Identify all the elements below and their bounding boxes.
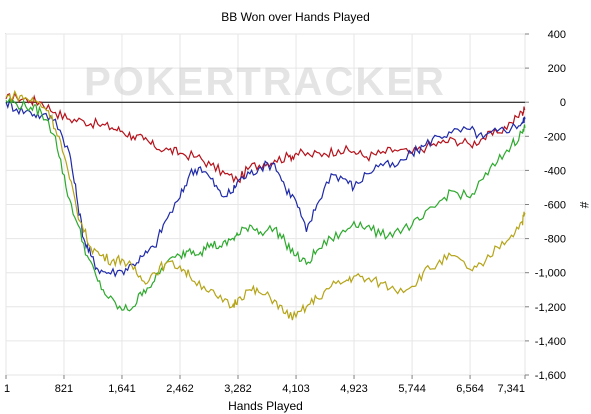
x-tick-label-1: 821 [55,383,73,395]
x-tick-label-2: 1,641 [108,383,136,395]
chart-title: BB Won over Hands Played [221,10,370,24]
x-tick-label-7: 5,744 [398,383,426,395]
x-tick-label-9: 7,341 [497,383,525,395]
y-tick-label-10: -1,600 [535,370,566,382]
x-axis-label: Hands Played [228,399,303,413]
x-tick-label-3: 2,462 [166,383,194,395]
y-tick-label-3: -200 [544,131,566,143]
y-tick-label-8: -1,200 [535,302,566,314]
x-tick-label-0: 1 [4,383,10,395]
series-line-2 [5,97,526,312]
x-axis-ticks: 1 821 1,641 2,462 3,282 4,103 4,923 5,744 6,564 7… [4,375,526,395]
x-tick-label-8: 6,564 [456,383,484,395]
series-line-1 [5,99,526,278]
y-tick-label-7: -1,000 [535,268,566,280]
series-line-0 [5,91,526,184]
y-tick-label-2: 0 [560,97,566,109]
series-group [5,89,526,321]
watermark-logo: POKERTRACKER [84,60,446,104]
x-tick-label-5: 4,103 [282,383,310,395]
y-axis-label: # [577,202,591,209]
x-tick-label-4: 3,282 [224,383,252,395]
series-line-3 [5,89,526,321]
y-tick-label-4: -400 [544,165,566,177]
y-tick-label-1: 200 [548,63,566,75]
y-tick-label-9: -1,400 [535,336,566,348]
y-tick-label-0: 400 [548,29,566,41]
y-axis-ticks: 400 200 0 -200 -400 -600 -800 -1,000 -1,200 -1,40… [525,29,566,382]
x-tick-label-6: 4,923 [340,383,368,395]
y-tick-label-5: -600 [544,200,566,212]
y-tick-label-6: -800 [544,234,566,246]
